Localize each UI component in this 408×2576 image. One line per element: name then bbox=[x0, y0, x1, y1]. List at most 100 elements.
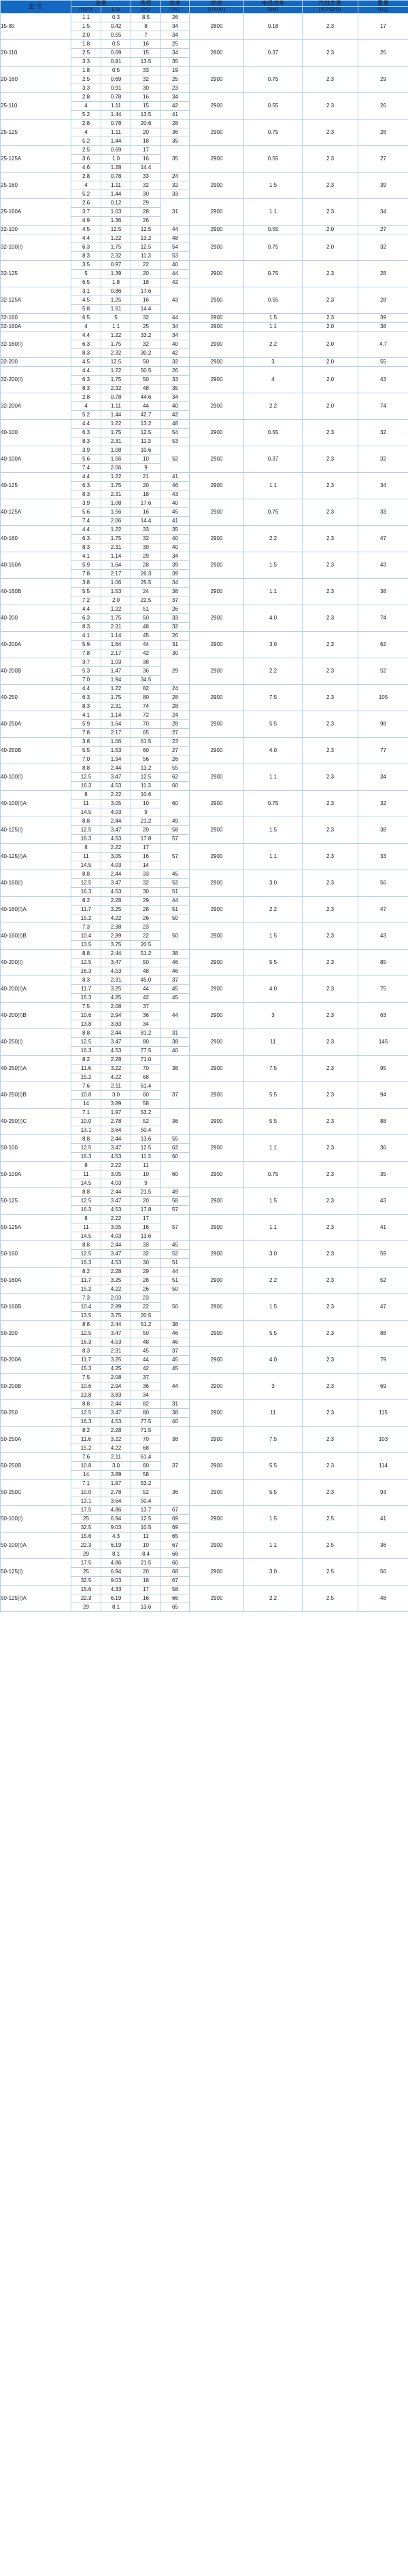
cell-m3h: 8.8 bbox=[71, 1399, 101, 1409]
cell-efficiency: 28 bbox=[160, 692, 190, 702]
cell-head: 10.5 bbox=[131, 1522, 161, 1533]
cell-head: 70 bbox=[131, 719, 161, 729]
cell-head: 11.3 bbox=[131, 251, 161, 261]
cell-power: 2.2 bbox=[243, 392, 303, 420]
cell-m3h: 12.5 bbox=[71, 1249, 101, 1259]
cell-ls: 1.22 bbox=[101, 471, 131, 482]
cell-efficiency: 32 bbox=[160, 357, 190, 367]
cell-ls: 1.75 bbox=[101, 533, 131, 543]
cell-efficiency: 38 bbox=[160, 1319, 190, 1329]
cell-power: 4.0 bbox=[243, 604, 303, 632]
cell-m3h: 3.5 bbox=[71, 260, 101, 270]
table-row: 2.0 0.55 7 34 bbox=[1, 30, 408, 40]
cell-efficiency: 36 bbox=[160, 127, 190, 137]
cell-power: 1.5 bbox=[243, 922, 303, 950]
cell-model: 50-100(I) bbox=[0, 1505, 71, 1533]
cell-ls: 2.89 bbox=[101, 1302, 131, 1312]
cell-ls: 1.94 bbox=[101, 754, 131, 764]
cell-efficiency: 57 bbox=[160, 834, 190, 844]
table-row: 50-250B 7.6 2.11 61.4 37 2900 5.5 2.3 114 bbox=[0, 1452, 408, 1480]
cell-efficiency: 44 bbox=[160, 895, 190, 906]
cell-efficiency: 34 bbox=[160, 577, 190, 588]
cell-ls: 1.14 bbox=[101, 630, 131, 641]
table-row: 40-250(I)B 7.6 2.11 61.4 37 2900 5.5 2.3 94 bbox=[0, 1081, 408, 1109]
cell-head: 21.2 bbox=[131, 816, 161, 826]
cell-efficiency: 42 bbox=[160, 348, 190, 358]
cell-model: 40-100A bbox=[0, 445, 71, 473]
cell-head: 44 bbox=[131, 984, 161, 994]
cell-ls: 2.08 bbox=[101, 1001, 131, 1012]
table-row: 5.5 1.53 24 38 bbox=[1, 586, 408, 596]
table-row: 25 6.94 20 68 bbox=[1, 1567, 408, 1577]
cell-head: 33 bbox=[131, 524, 161, 535]
cell-speed: 2900 bbox=[189, 233, 244, 261]
cell-speed: 2900 bbox=[189, 418, 244, 446]
cell-m3h: 4.4 bbox=[71, 233, 101, 243]
cell-weight: 29 bbox=[358, 65, 408, 93]
cell-ls: 0.69 bbox=[101, 145, 131, 155]
table-row: 40-250 4.4 1.22 82 24 2900 7.5 2.3 105 bbox=[0, 683, 408, 711]
cell-npsh: 2.0 bbox=[302, 224, 358, 234]
cell-m3h: 10.4 bbox=[71, 1302, 101, 1312]
cell-ls: 2.44 bbox=[101, 1187, 131, 1197]
cell-weight: 43 bbox=[358, 551, 408, 579]
cell-ls: 2.44 bbox=[101, 869, 131, 879]
cell-ls: 2.38 bbox=[101, 922, 131, 932]
cell-weight: 62 bbox=[358, 630, 408, 658]
cell-efficiency: 66 bbox=[160, 1593, 190, 1603]
cell-ls: 3.05 bbox=[101, 1222, 131, 1232]
cell-head: 22 bbox=[131, 1302, 161, 1312]
cell-ls: 2.28 bbox=[101, 1266, 131, 1276]
cell-head: 10 bbox=[131, 798, 161, 808]
table-row: 16.3 4.53 30 51 bbox=[1, 1257, 408, 1268]
cell-head: 8.5 bbox=[131, 12, 161, 22]
cell-ls: 1.75 bbox=[101, 339, 131, 349]
cell-weight: 17 bbox=[358, 12, 408, 40]
cell-head: 18 bbox=[131, 1575, 161, 1586]
cell-npsh: 2.3 bbox=[302, 1054, 358, 1082]
cell-head: 36 bbox=[131, 666, 161, 676]
cell-m3h: 22.3 bbox=[71, 1593, 101, 1603]
cell-ls: 2.44 bbox=[101, 1399, 131, 1409]
cell-m3h: 1.5 bbox=[71, 21, 101, 31]
cell-m3h: 16.3 bbox=[71, 1416, 101, 1427]
cell-m3h: 8.3 bbox=[71, 251, 101, 261]
cell-m3h: 25 bbox=[71, 1514, 101, 1524]
cell-ls: 1.44 bbox=[101, 410, 131, 420]
cell-ls: 1.08 bbox=[101, 445, 131, 455]
cell-head: 32 bbox=[131, 533, 161, 543]
cell-weight: 94 bbox=[358, 1081, 408, 1109]
cell-m3h: 11 bbox=[71, 1222, 101, 1232]
cell-efficiency: 68 bbox=[160, 1567, 190, 1577]
cell-ls: 8.1 bbox=[101, 1549, 131, 1559]
cell-efficiency: 54 bbox=[160, 427, 190, 437]
cell-m3h: 4.5 bbox=[71, 357, 101, 367]
cell-weight: 88 bbox=[358, 1319, 408, 1347]
cell-head: 13.7 bbox=[131, 1505, 161, 1515]
cell-weight: 79 bbox=[358, 1346, 408, 1374]
cell-npsh: 2.3 bbox=[302, 1107, 358, 1135]
cell-power: 0.55 bbox=[243, 224, 303, 234]
cell-ls: 2.44 bbox=[101, 1319, 131, 1329]
cell-ls: 1.61 bbox=[101, 304, 131, 314]
cell-ls: 3.47 bbox=[101, 772, 131, 782]
cell-m3h: 14.5 bbox=[71, 1231, 101, 1241]
cell-head: 50 bbox=[131, 374, 161, 384]
cell-head: 15 bbox=[131, 101, 161, 111]
table-row: 40-200 4.4 1.22 51 26 2900 4.0 2.3 74 bbox=[0, 604, 408, 632]
cell-head: 17 bbox=[131, 145, 161, 155]
cell-efficiency: 41 bbox=[160, 471, 190, 482]
cell-efficiency: 36 bbox=[160, 1107, 190, 1135]
cell-m3h: 8.8 bbox=[71, 1187, 101, 1197]
cell-power: 0.75 bbox=[243, 789, 303, 817]
table-row: 5.2 1.44 30 33 bbox=[1, 189, 408, 199]
cell-model: 50-160 bbox=[0, 1240, 71, 1268]
table-row: 40-200A 4.1 1.14 45 26 2900 3.0 2.3 62 bbox=[0, 630, 408, 658]
cell-ls: 2.32 bbox=[101, 383, 131, 393]
cell-ls: 2.31 bbox=[101, 489, 131, 499]
cell-m3h: 6.3 bbox=[71, 533, 101, 543]
cell-ls: 4.86 bbox=[101, 1558, 131, 1568]
cell-ls: 3.47 bbox=[101, 957, 131, 967]
cell-head: 25 bbox=[131, 321, 161, 332]
cell-m3h: 5.9 bbox=[71, 639, 101, 649]
